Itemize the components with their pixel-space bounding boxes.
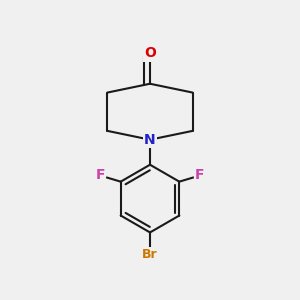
Text: F: F xyxy=(95,169,105,182)
Text: F: F xyxy=(195,169,205,182)
Text: O: O xyxy=(144,46,156,60)
Text: Br: Br xyxy=(142,248,158,261)
Text: N: N xyxy=(144,133,156,147)
